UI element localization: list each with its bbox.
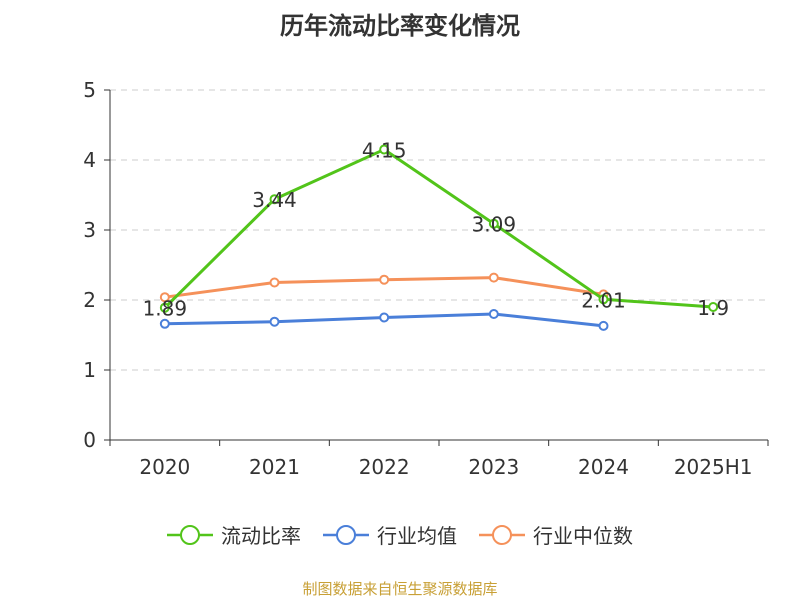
data-point (598, 294, 609, 305)
x-tick-label: 2021 (249, 455, 300, 479)
y-tick-label: 3 (83, 218, 96, 242)
data-point (379, 274, 390, 285)
legend-item[interactable]: 行业均值 (323, 520, 457, 549)
data-point (708, 302, 719, 312)
data-point (379, 144, 390, 155)
data-label: 3.44 (252, 188, 297, 212)
source-note: 制图数据来自恒生聚源数据库 (302, 580, 498, 598)
legend-label: 行业中位数 (533, 524, 633, 548)
y-tick-label: 1 (83, 358, 96, 382)
y-tick-label: 0 (83, 428, 96, 452)
legend-item[interactable]: 流动比率 (167, 520, 301, 549)
data-point (159, 302, 170, 313)
x-tick-label: 2022 (359, 455, 410, 479)
legend-label: 流动比率 (221, 524, 301, 548)
legend: 流动比率 行业均值 行业中位数 (0, 520, 800, 549)
data-point (269, 316, 280, 327)
data-label: 3.09 (472, 213, 517, 237)
y-tick-label: 4 (83, 148, 96, 172)
data-label: 1.9 (697, 296, 729, 320)
data-point (269, 194, 280, 205)
chart-title: 历年流动比率变化情况 (280, 12, 520, 40)
series-line-0 (163, 148, 714, 309)
data-point (159, 318, 170, 329)
data-point (379, 312, 390, 323)
data-point (488, 272, 499, 283)
legend-symbol (167, 524, 213, 545)
y-tick-label: 2 (83, 288, 96, 312)
data-label: 1.89 (143, 297, 188, 321)
x-tick-label: 2024 (578, 455, 629, 479)
legend-symbol (479, 524, 525, 545)
data-point (598, 320, 609, 331)
data-point (159, 292, 170, 303)
legend-symbol (323, 524, 369, 545)
legend-label: 行业均值 (377, 524, 457, 548)
x-tick-label: 2023 (468, 455, 519, 479)
x-tick-label: 2025H1 (674, 455, 753, 479)
data-point (488, 218, 499, 229)
data-label: 2.01 (581, 288, 626, 312)
data-point (269, 277, 280, 288)
x-tick-label: 2020 (139, 455, 190, 479)
data-point (488, 309, 499, 319)
data-label: 4.15 (362, 139, 407, 163)
y-tick-label: 5 (83, 78, 96, 102)
legend-item[interactable]: 行业中位数 (479, 520, 633, 549)
